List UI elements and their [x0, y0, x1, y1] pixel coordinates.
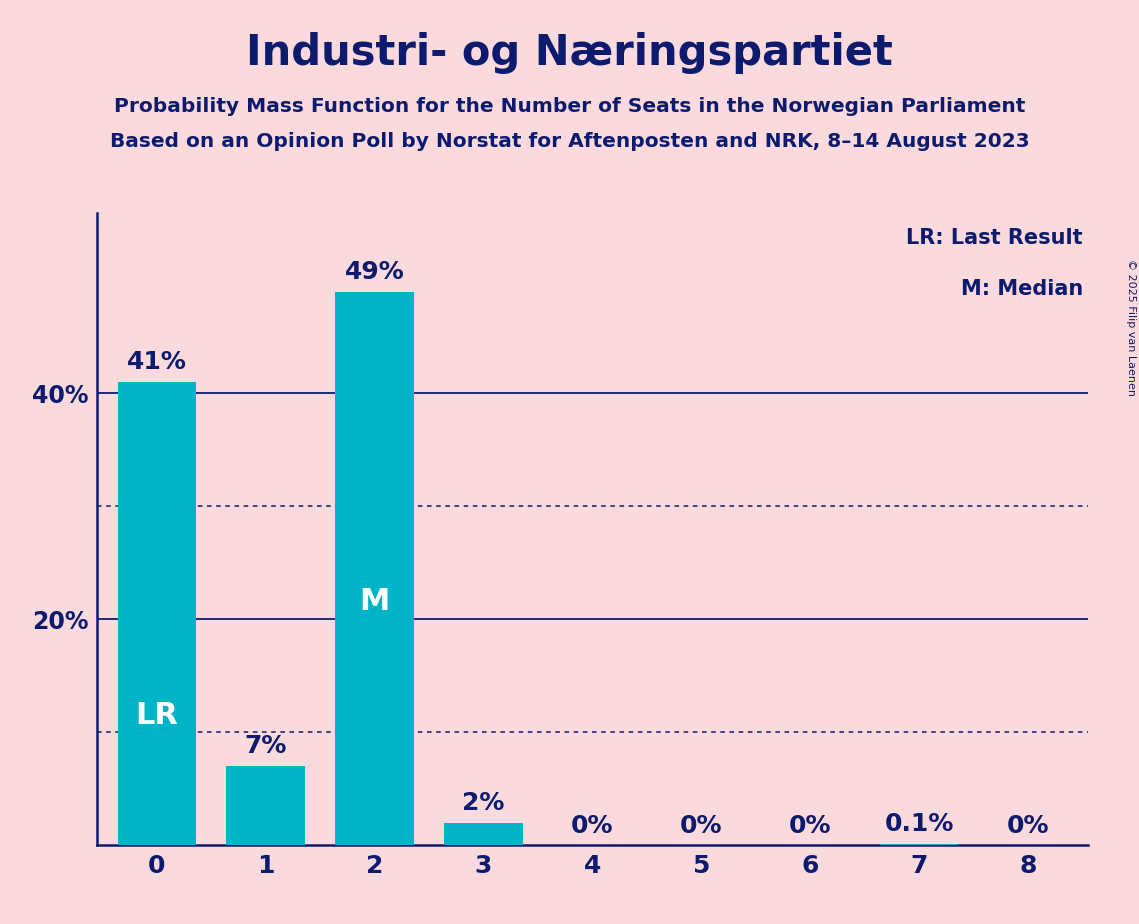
Bar: [335, 292, 413, 845]
Bar: [227, 766, 305, 845]
Text: LR: LR: [136, 701, 178, 730]
Text: 0%: 0%: [571, 813, 614, 837]
Text: 41%: 41%: [126, 350, 187, 374]
Text: Based on an Opinion Poll by Norstat for Aftenposten and NRK, 8–14 August 2023: Based on an Opinion Poll by Norstat for …: [109, 132, 1030, 152]
Text: 2%: 2%: [462, 791, 505, 815]
Text: LR: Last Result: LR: Last Result: [907, 228, 1083, 249]
Text: 0.1%: 0.1%: [884, 812, 953, 836]
Bar: [117, 382, 196, 845]
Text: 0%: 0%: [680, 813, 722, 837]
Text: 0%: 0%: [789, 813, 831, 837]
Text: M: M: [359, 588, 390, 616]
Text: Probability Mass Function for the Number of Seats in the Norwegian Parliament: Probability Mass Function for the Number…: [114, 97, 1025, 116]
Text: 0%: 0%: [1007, 813, 1049, 837]
Text: M: Median: M: Median: [960, 279, 1083, 299]
Text: 49%: 49%: [345, 260, 404, 284]
Bar: [444, 823, 523, 845]
Text: © 2025 Filip van Laenen: © 2025 Filip van Laenen: [1126, 259, 1136, 395]
Text: Industri- og Næringspartiet: Industri- og Næringspartiet: [246, 32, 893, 74]
Text: 7%: 7%: [245, 735, 287, 759]
